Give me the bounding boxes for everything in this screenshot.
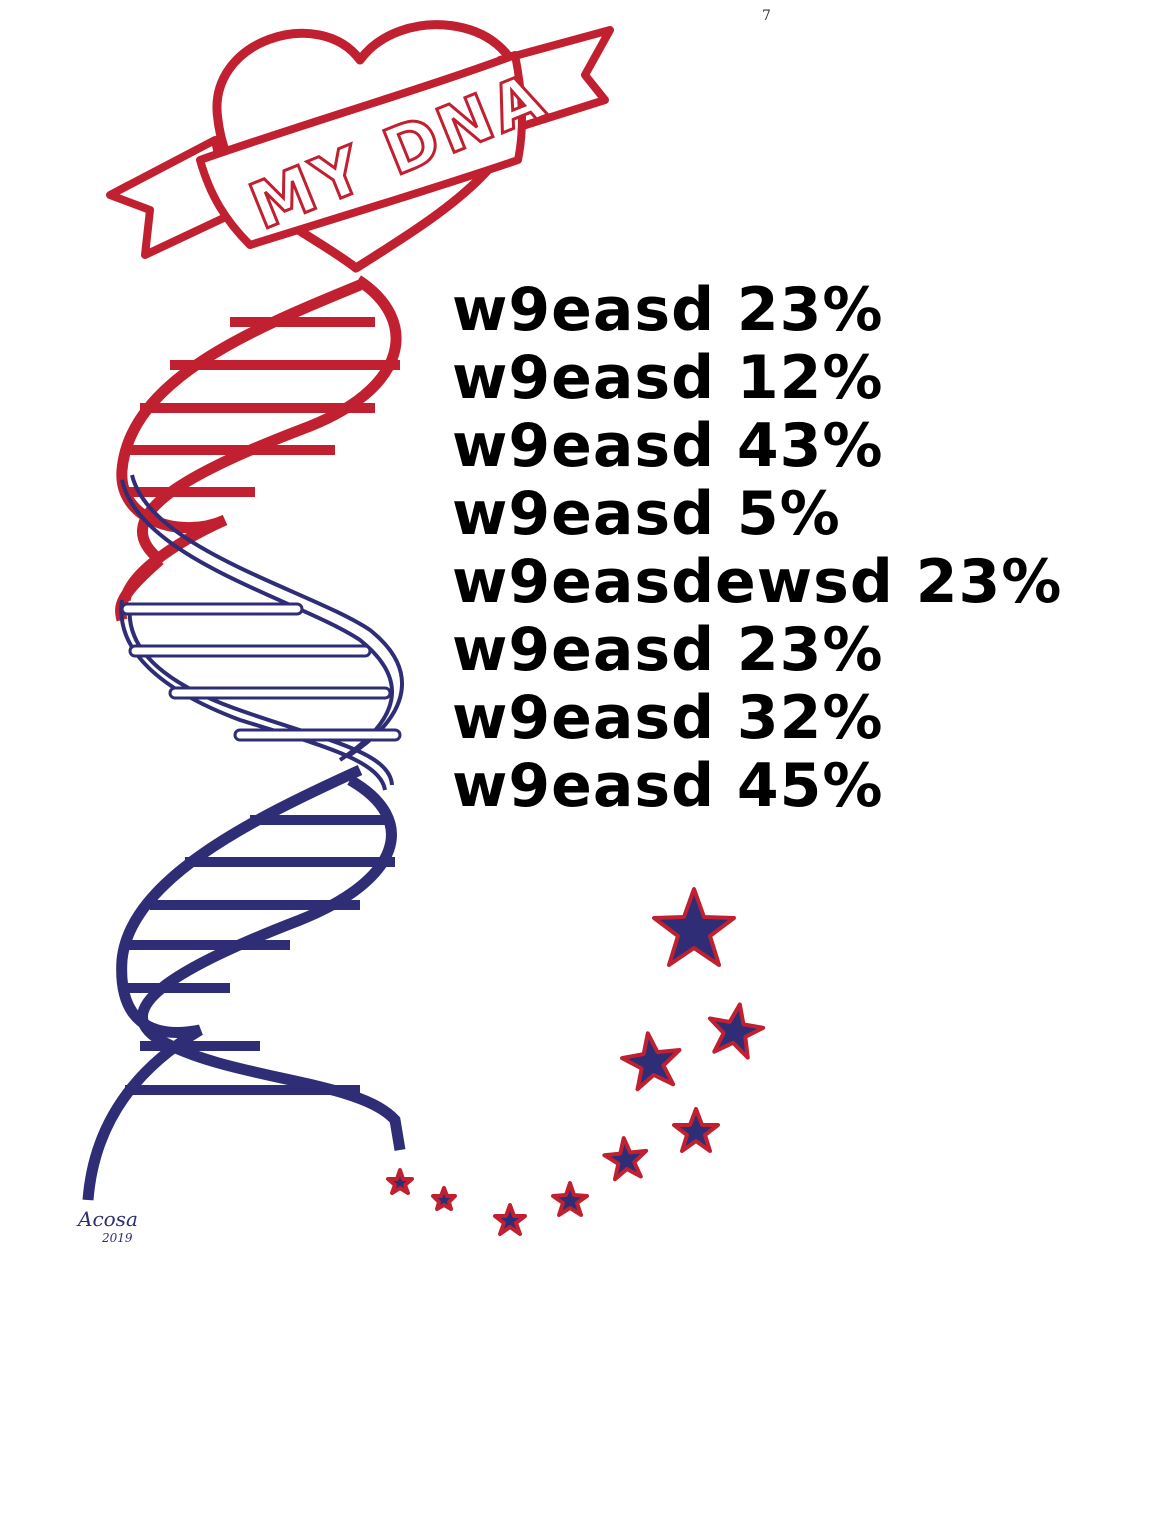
list-item: w9easdewsd 23% [452, 548, 1062, 616]
entry-name: w9easd [452, 343, 716, 413]
signature-name: Acosa [76, 1207, 138, 1231]
list-item: w9easd 23% [452, 276, 1062, 344]
entry-percent: 23% [736, 615, 884, 685]
artist-signature: Acosa 2019 [76, 1207, 138, 1245]
star-icon [551, 1181, 589, 1217]
entry-name: w9easd [452, 275, 716, 345]
star-icon [493, 1203, 527, 1236]
list-item: w9easd 45% [452, 752, 1062, 820]
ribbon-banner [106, 26, 614, 259]
entry-percent: 32% [736, 683, 884, 753]
star-icon [431, 1186, 457, 1211]
star-icon [602, 1136, 649, 1182]
list-item: w9easd 23% [452, 616, 1062, 684]
entry-name: w9easd [452, 683, 716, 753]
list-item: w9easd 5% [452, 480, 1062, 548]
entry-percent: 5% [736, 479, 841, 549]
entry-name: w9easd [452, 751, 716, 821]
list-item: w9easd 32% [452, 684, 1062, 752]
entry-percent: 43% [736, 411, 884, 481]
star-trail [386, 887, 766, 1236]
star-icon [672, 1107, 720, 1153]
signature-year: 2019 [101, 1231, 133, 1245]
entry-percent: 23% [915, 547, 1063, 617]
star-icon [386, 1168, 414, 1195]
star-icon [620, 1031, 682, 1092]
entry-name: w9easd [452, 479, 716, 549]
page-number: 7 [762, 8, 771, 24]
entry-name: w9easd [452, 615, 716, 685]
entry-percent: 45% [736, 751, 884, 821]
star-icon [652, 887, 736, 967]
entry-name: w9easd [452, 411, 716, 481]
dna-helix [82, 275, 406, 1201]
dna-breakdown-list: w9easd 23% w9easd 12% w9easd 43% w9easd … [452, 276, 1062, 820]
entry-percent: 23% [736, 275, 884, 345]
list-item: w9easd 12% [452, 344, 1062, 412]
entry-name: w9easdewsd [452, 547, 894, 617]
star-icon [707, 1002, 766, 1060]
entry-percent: 12% [736, 343, 884, 413]
list-item: w9easd 43% [452, 412, 1062, 480]
